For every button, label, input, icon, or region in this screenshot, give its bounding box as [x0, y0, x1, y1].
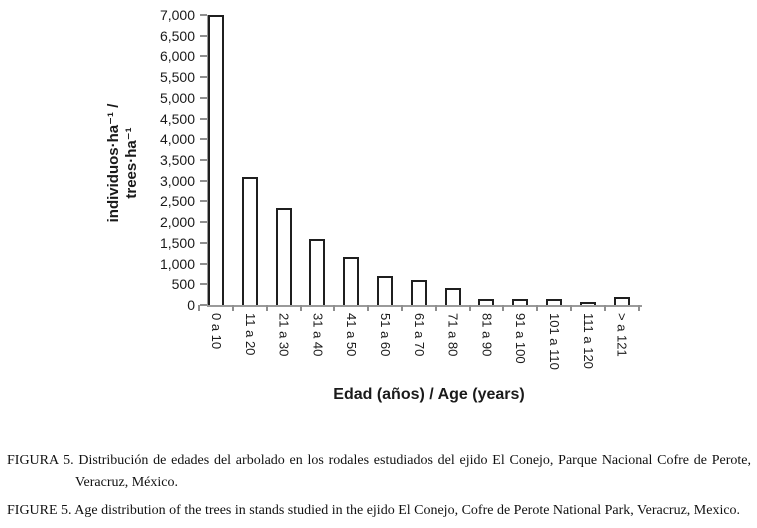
x-axis-title: Edad (años) / Age (years) [333, 386, 525, 403]
caption-es: FIGURA 5. Distribución de edades del arb… [7, 450, 751, 494]
y-tick-label: 4,500 [159, 110, 195, 127]
plot-area: 0 500 1,000 1,500 2,000 2,500 3,000 3,500 4,000 4… [160, 7, 642, 370]
y-tick [200, 304, 207, 306]
y-tick-label: 3,500 [159, 152, 195, 168]
x-tick-label: 101 a 110 [547, 313, 562, 370]
bar [275, 207, 292, 305]
y-axis-title-line1: individuos·ha⁻¹ / [105, 103, 122, 223]
bar [444, 288, 461, 305]
x-tick [333, 305, 336, 311]
y-tick-label: 6,500 [159, 27, 195, 44]
y-tick [200, 96, 207, 99]
y-axis-title-line2: trees·ha⁻¹ [123, 127, 140, 199]
x-tick [367, 305, 370, 311]
bar [613, 296, 630, 305]
bar [410, 280, 427, 305]
x-tick-label: 21 a 30 [276, 313, 292, 357]
x-tick [400, 305, 403, 311]
x-tick-label: > a 121 [614, 313, 630, 357]
y-tick-label: 3,000 [159, 172, 195, 189]
bar [478, 298, 495, 305]
caption-en-label: FIGURE 5. [7, 503, 72, 518]
y-tick [200, 179, 207, 182]
x-tick [637, 305, 640, 311]
x-tick [198, 305, 201, 311]
bar [579, 302, 596, 305]
figure-captions: FIGURA 5. Distribución de edades del arb… [7, 450, 751, 528]
y-tick-label: 500 [171, 276, 195, 293]
y-tick-label: 7,000 [159, 7, 195, 23]
x-tick-label: 111 a 120 [580, 313, 596, 369]
y-tick [200, 138, 207, 141]
x-tick [569, 305, 572, 311]
caption-es-label: FIGURA 5. [7, 453, 74, 468]
y-tick [200, 34, 207, 37]
bar [309, 238, 326, 305]
y-tick-label: 1,000 [159, 255, 195, 272]
y-tick [200, 241, 207, 244]
x-tick [231, 305, 234, 311]
x-tick-label: 11 a 20 [242, 313, 258, 356]
bar [512, 298, 529, 305]
x-tick-label: 0 a 10 [209, 313, 224, 350]
x-tick [265, 305, 268, 311]
x-tick-label: 31 a 40 [310, 313, 326, 357]
y-tick [200, 76, 207, 79]
x-tick-label: 91 a 100 [513, 313, 529, 364]
x-tick-label: 81 a 90 [479, 313, 495, 357]
y-tick-label: 5,000 [159, 89, 195, 106]
x-tick [434, 305, 437, 311]
y-tick [200, 117, 207, 120]
caption-es-text: Distribución de edades del arbolado en l… [75, 453, 751, 490]
x-tick [536, 305, 539, 311]
y-tick-label: 5,500 [159, 69, 195, 86]
y-tick [200, 221, 207, 224]
x-tick-label: 71 a 80 [445, 313, 461, 357]
y-tick [200, 159, 207, 161]
y-tick-label: 0 [187, 297, 195, 313]
x-tick-label: 41 a 50 [344, 313, 360, 357]
x-tick [603, 305, 606, 311]
x-tick-label: 51 a 60 [378, 313, 393, 357]
y-tick-label: 6,000 [159, 48, 195, 65]
y-tick-label: 1,500 [159, 234, 195, 251]
x-tick [468, 305, 471, 311]
y-tick [200, 55, 207, 58]
y-tick-label: 2,500 [159, 193, 195, 210]
caption-en: FIGURE 5. Age distribution of the trees … [7, 500, 751, 522]
bar [208, 15, 224, 305]
y-tick [200, 200, 207, 203]
bar [377, 276, 393, 305]
y-tick [200, 283, 207, 286]
y-tick-label: 4,000 [159, 131, 195, 148]
y-tick [200, 262, 207, 265]
x-tick [299, 305, 302, 311]
bar [546, 298, 562, 305]
bar [343, 257, 360, 305]
bar [241, 176, 258, 305]
y-axis-title: individuos·ha⁻¹ / trees·ha⁻¹ [105, 70, 141, 256]
x-tick [502, 305, 505, 311]
y-tick [200, 14, 207, 16]
x-tick-label: 61 a 70 [411, 313, 427, 357]
y-tick-label: 2,000 [159, 214, 195, 231]
caption-en-text: Age distribution of the trees in stands … [74, 503, 741, 518]
